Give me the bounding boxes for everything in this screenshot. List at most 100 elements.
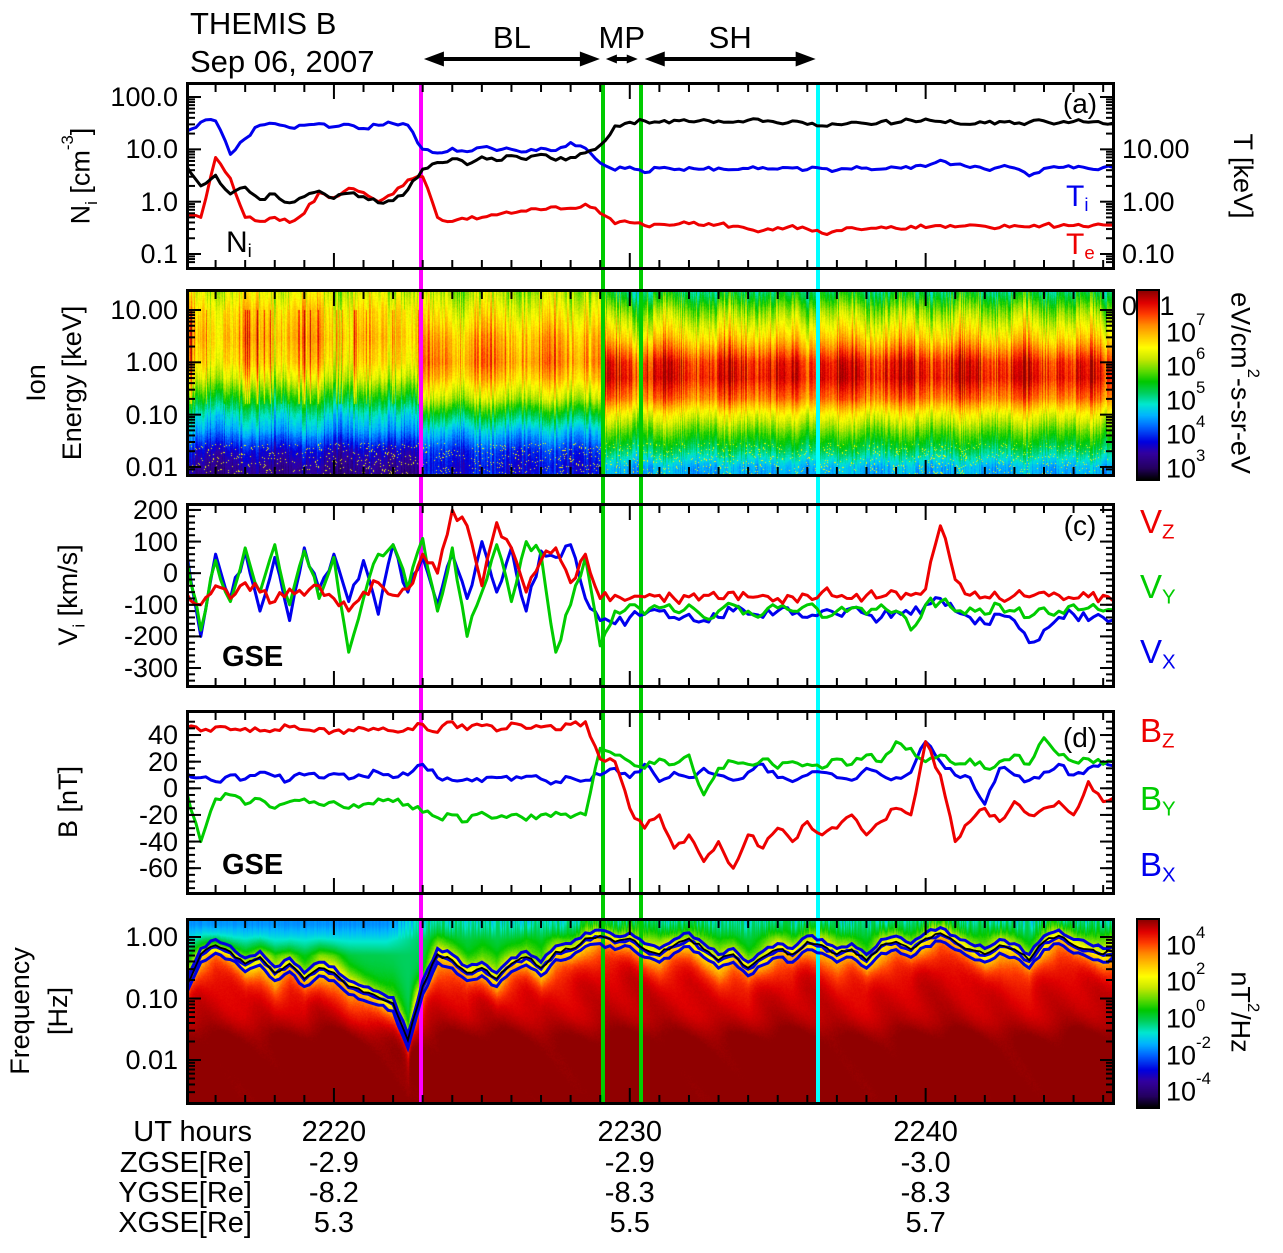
panel-e-ytick-label: 0.10	[125, 983, 178, 1014]
ti-label-part: T	[1066, 180, 1085, 213]
ni-label-part: N	[226, 226, 248, 259]
colorbar-e-tick-label: 10-2	[1166, 1026, 1211, 1072]
bx-label-part: B	[1140, 846, 1163, 883]
panel-a-ytick-label: 0.1	[140, 239, 178, 269]
colorbar-e-tick-part: 10	[1166, 1039, 1197, 1070]
colorbar-b-tick-label: 106	[1166, 337, 1205, 383]
panel-e-spectrogram-canvas	[186, 918, 1115, 1105]
bx-label-part: X	[1162, 863, 1176, 887]
panel-d-ylabel-part: B [nT]	[53, 765, 83, 839]
panel-a-series-n-i	[189, 117, 1112, 205]
panel-c-ytick-label: -300	[123, 653, 178, 683]
colorbar-b-tick-label: 104	[1166, 405, 1205, 451]
footer-row-2-value-0: -8.2	[308, 1177, 359, 1209]
footer-row-label-2: YGSE[Re]	[118, 1177, 252, 1209]
footer-row-2-value-1: -8.3	[604, 1177, 655, 1209]
footer-row-label-0: UT hours	[133, 1116, 252, 1148]
panel-a-right-ytick-label: 1.00	[1122, 186, 1175, 217]
panel-e-ytick-label: 0.01	[125, 1045, 178, 1075]
figure-date: Sep 06, 2007	[190, 44, 375, 79]
colorbar-e-tick-part: -4	[1196, 1069, 1211, 1089]
te-label-part: e	[1084, 241, 1095, 263]
colorbar-e-tick-part: 10	[1166, 1076, 1197, 1107]
colorbar-b-unit: eV/cm2-s-sr-eV	[1226, 203, 1270, 563]
panel-a-ytick-label: 10.0	[125, 134, 178, 165]
panel-d-ytick-label: -20	[138, 799, 178, 830]
colorbar-b-tick-part: 10	[1166, 317, 1197, 348]
colorbar-b-unit-part: 2	[1244, 368, 1263, 378]
panel-a-ylabel-part: [cm	[65, 150, 96, 202]
vx-label: VX	[1140, 633, 1176, 674]
footer-row-1-value-1: -2.9	[604, 1147, 655, 1179]
panel-e-ylabel-hz: [Hz]	[41, 831, 75, 1191]
panel-c-series-v-y	[189, 536, 1112, 654]
panel-d-series-b-x	[189, 740, 1112, 806]
vz-label-part: V	[1140, 503, 1163, 540]
panel-a-ylabel-part: ]	[65, 127, 96, 136]
colorbar-e-tick-label: 10-4	[1166, 1062, 1211, 1108]
footer-row-0-value-1: 2230	[597, 1116, 663, 1148]
colorbar-e-tick-label: 104	[1166, 916, 1205, 962]
panel-e-ylabel-frequency-part: Frequency	[5, 947, 35, 1075]
ni-label: Ni	[226, 226, 252, 262]
panel-b-ytick-label: 1.00	[125, 347, 178, 378]
panel-e-cyclotron-trace	[189, 939, 1112, 1053]
colorbar-b-unit-part: -s-sr-eV	[1225, 377, 1256, 474]
bz-label-part: Z	[1162, 729, 1175, 753]
panel-c-ytick-label: -100	[123, 589, 178, 620]
colorbar-b-tick-part: 10	[1166, 351, 1197, 382]
panel-d-series-b-y	[189, 736, 1112, 844]
panel-a-series-t-i	[189, 118, 1112, 178]
colorbar-e-tick-label: 102	[1166, 952, 1205, 998]
region-arrows-svg	[423, 51, 816, 67]
colorbar-e-tick-part: 4	[1196, 922, 1206, 942]
colorbar-b-tick-part: 4	[1196, 412, 1206, 432]
colorbar-e-tick-part: 10	[1166, 929, 1197, 960]
colorbar-b-tick-part: 10	[1166, 419, 1197, 450]
bx-label: BX	[1140, 846, 1176, 887]
panel-b-spectrogram-canvas	[186, 289, 1115, 477]
panel-c-plot	[186, 503, 1115, 688]
vy-label-part: Y	[1162, 585, 1176, 609]
panel-c-gse-label: GSE	[222, 641, 284, 673]
region-arrow-sh	[644, 51, 816, 67]
panel-a-right-ytick-label: 0.10	[1122, 239, 1175, 269]
panel-c-ytick-label: 100	[132, 526, 178, 557]
panel-b-ytick-label: 0.10	[125, 399, 178, 430]
colorbar-b-tick-part: 6	[1196, 343, 1206, 363]
panel-d-ytick-label: 0	[162, 773, 178, 804]
colorbar-e-tick-part: 0	[1196, 996, 1206, 1015]
panel-c-ytick-label: 200	[132, 494, 178, 525]
panel-c-ytick-label: 0	[162, 558, 178, 589]
colorbar-e-unit: nT2/Hz	[1226, 832, 1270, 1192]
panel-b-ytick-label: 0.01	[125, 451, 178, 482]
colorbar-e-unit-part: nT	[1225, 970, 1256, 1003]
colorbar-b-unit-part: eV/cm	[1225, 292, 1256, 369]
region-label-bl: BL	[492, 20, 531, 55]
panel-e-colorbar	[1136, 918, 1160, 1109]
footer-row-0-value-0: 2220	[301, 1116, 367, 1148]
panel-b-ylabel-ion: Ion	[19, 203, 53, 563]
panel-c-series-v-z	[189, 508, 1112, 613]
colorbar-b-tick-part: 10	[1166, 385, 1197, 416]
panel-d-series-b-z	[189, 720, 1112, 870]
colorbar-e-tick-part: 10	[1166, 1003, 1197, 1034]
vz-label-part: Z	[1162, 520, 1175, 544]
panel-d-tag: (d)	[1062, 722, 1098, 753]
colorbar-b-tick-part: 10	[1166, 453, 1197, 484]
event-line-green-2	[638, 84, 643, 1103]
colorbar-b-tick-part: 5	[1196, 378, 1206, 398]
panel-c-tag: (c)	[1063, 510, 1097, 541]
panel-e-plot	[186, 918, 1115, 1105]
figure-title: THEMIS B	[190, 6, 337, 41]
panel-d-ytick-label: -60	[138, 853, 178, 884]
colorbar-e-tick-label: 100	[1166, 989, 1205, 1035]
footer-row-label-3: XGSE[Re]	[118, 1207, 252, 1239]
by-label-part: B	[1140, 780, 1163, 817]
panel-c-ylabel-part: [km/s]	[53, 544, 83, 624]
panel-b-ytick-label: 10.00	[110, 294, 178, 325]
panel-b-colorbar	[1136, 289, 1160, 481]
colorbar-b-tick-label: 103	[1166, 439, 1205, 485]
footer-row-3-value-2: 5.7	[905, 1207, 946, 1239]
colorbar-b-tick-label: 105	[1166, 371, 1205, 417]
